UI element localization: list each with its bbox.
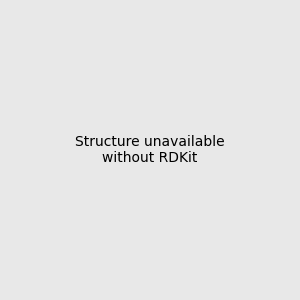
Text: Structure unavailable
without RDKit: Structure unavailable without RDKit [75,135,225,165]
